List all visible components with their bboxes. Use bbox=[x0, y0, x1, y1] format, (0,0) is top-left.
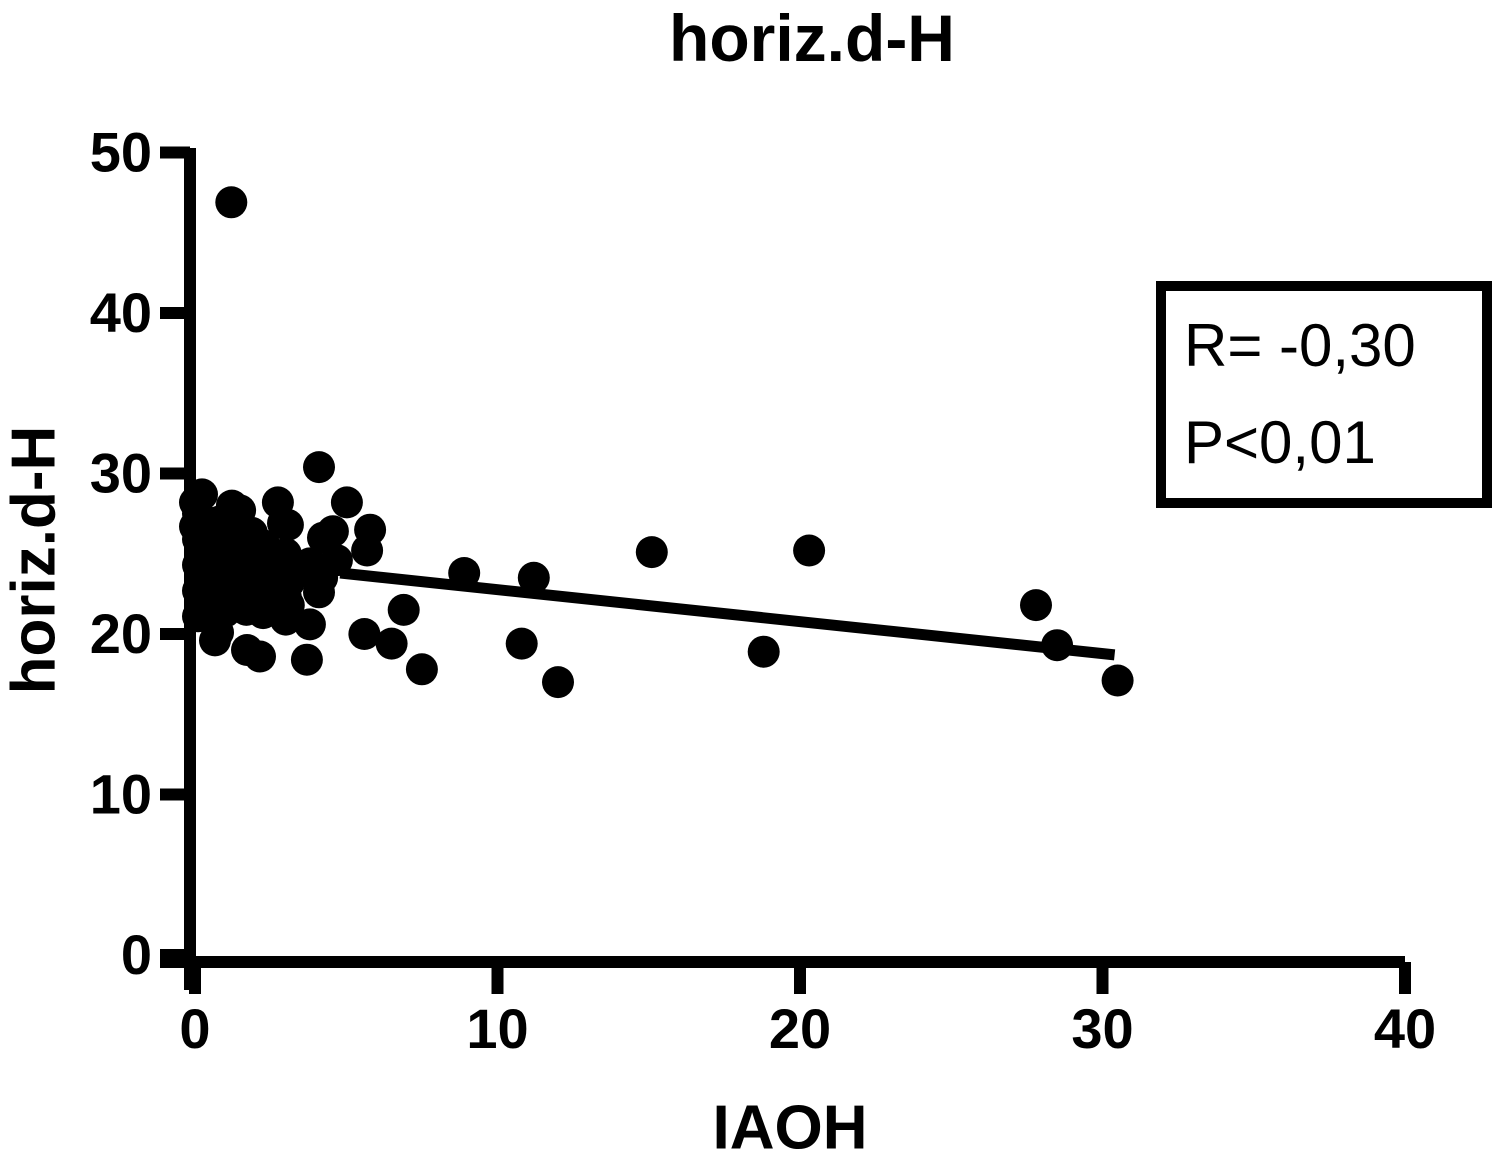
data-point bbox=[375, 627, 408, 660]
data-point bbox=[405, 653, 438, 686]
data-point bbox=[747, 635, 780, 668]
y-tick-label: 20 bbox=[90, 602, 152, 665]
y-tick-label: 10 bbox=[90, 763, 152, 826]
x-tick-label: 10 bbox=[466, 997, 528, 1060]
x-tick-label: 0 bbox=[179, 997, 210, 1060]
x-axis-label: IAOH bbox=[712, 1093, 868, 1162]
data-point bbox=[635, 536, 668, 569]
data-point bbox=[793, 534, 826, 567]
data-point bbox=[330, 486, 363, 519]
data-point bbox=[542, 666, 574, 699]
data-point bbox=[215, 186, 248, 219]
data-point bbox=[303, 576, 335, 609]
x-tick-label: 20 bbox=[769, 997, 831, 1060]
data-point bbox=[271, 508, 304, 541]
data-point bbox=[293, 608, 326, 641]
stats-p-value: P<0,01 bbox=[1184, 409, 1376, 477]
data-point bbox=[505, 627, 538, 660]
data-point bbox=[290, 643, 323, 676]
data-point bbox=[202, 616, 234, 649]
y-tick-label: 40 bbox=[90, 281, 152, 344]
data-point bbox=[303, 451, 335, 484]
stats-annotation-box: R= -0,30 P<0,01 bbox=[1156, 281, 1492, 508]
data-point bbox=[351, 534, 384, 567]
data-point bbox=[348, 618, 381, 650]
x-tick-label: 30 bbox=[1071, 997, 1133, 1060]
y-tick-label: 0 bbox=[121, 923, 152, 986]
data-point bbox=[244, 640, 276, 673]
regression-line bbox=[339, 567, 1116, 661]
data-point bbox=[387, 593, 420, 626]
data-point bbox=[247, 597, 280, 630]
y-tick-label: 30 bbox=[90, 442, 152, 505]
stats-r-value: R= -0,30 bbox=[1184, 312, 1416, 379]
x-tick-label: 40 bbox=[1374, 997, 1436, 1060]
data-point bbox=[1020, 589, 1052, 622]
data-point bbox=[1101, 664, 1134, 697]
y-tick-label: 50 bbox=[90, 121, 152, 184]
chart-title: horiz.d-H bbox=[669, 1, 955, 75]
data-point bbox=[517, 561, 550, 594]
